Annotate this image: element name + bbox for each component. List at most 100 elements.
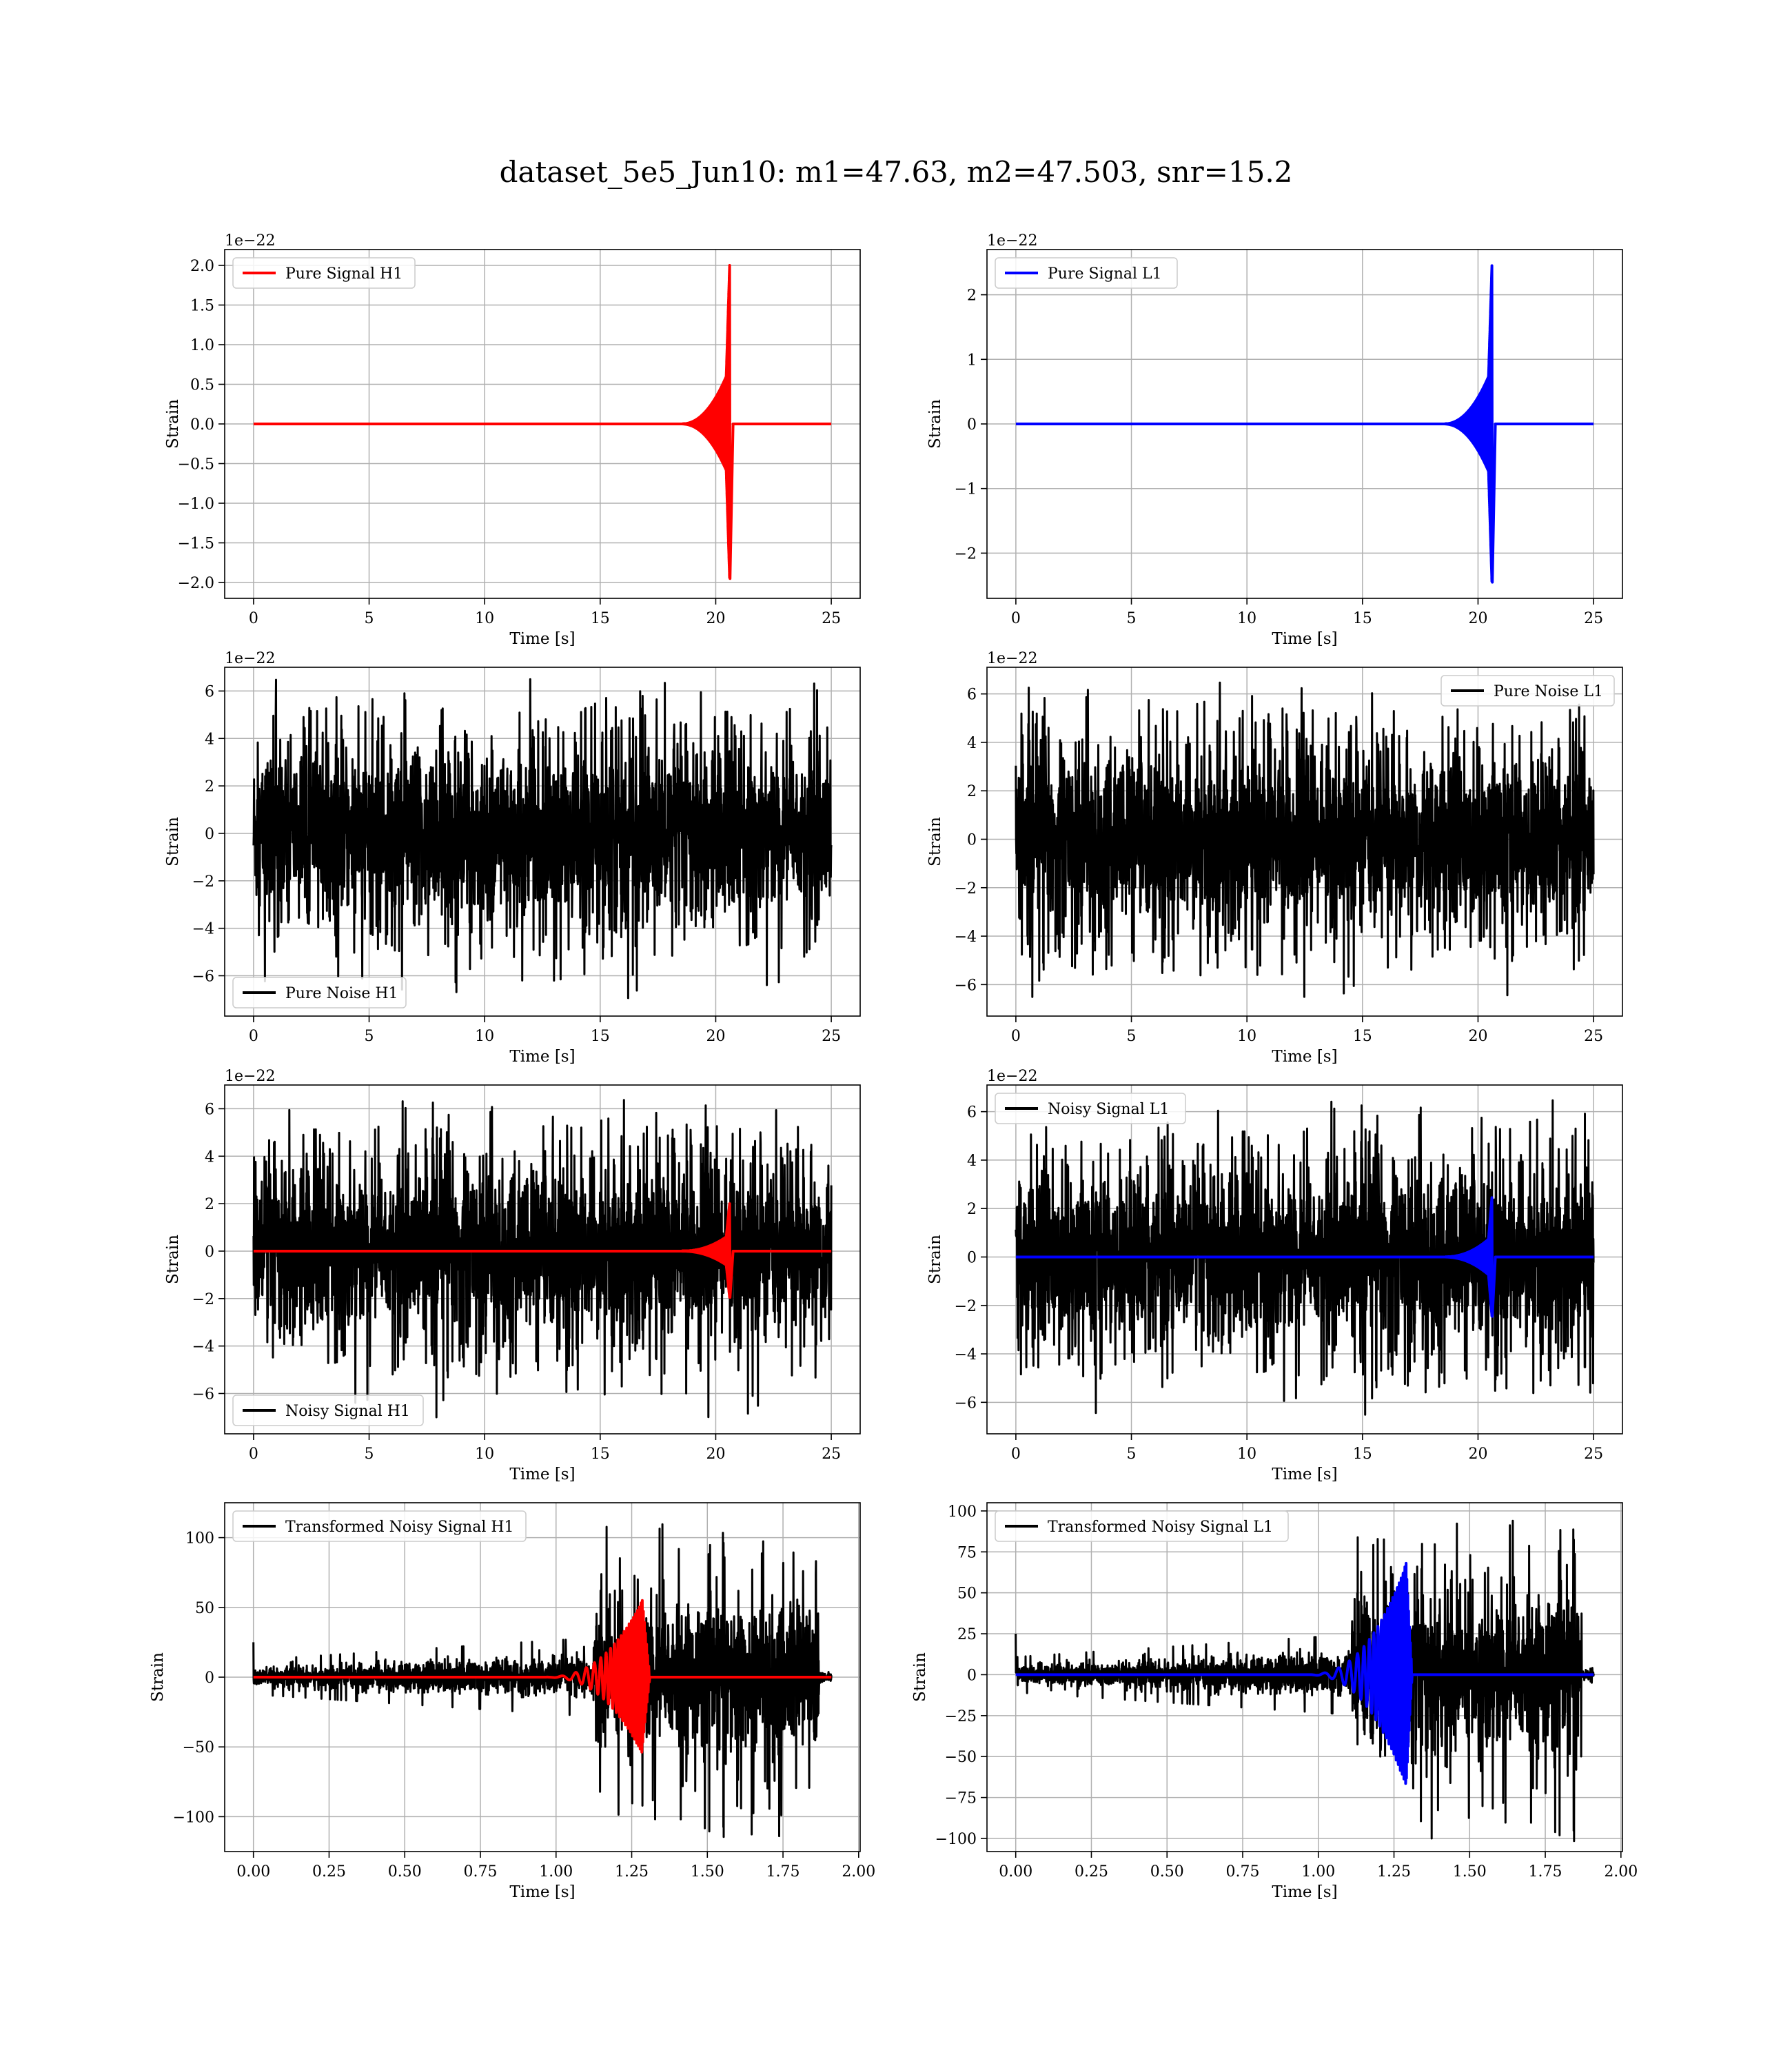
y-tick-label: 4 <box>205 1148 214 1166</box>
x-tick-label: 5 <box>1127 1028 1137 1045</box>
x-tick-label: 1.50 <box>1453 1863 1487 1881</box>
x-tick-label: 15 <box>1353 1028 1372 1045</box>
axes-frame <box>986 1084 1623 1435</box>
y-tick-label: −2 <box>192 873 214 891</box>
x-tick-label: 25 <box>1584 1446 1603 1463</box>
y-tick-label: 0.5 <box>190 377 214 394</box>
legend: Pure Signal L1 <box>995 257 1178 289</box>
y-tick-label: 100 <box>185 1530 214 1548</box>
x-axis-label: Time [s] <box>1272 1466 1337 1483</box>
y-tick-label: −75 <box>945 1790 977 1807</box>
x-axis-label: Time [s] <box>509 1466 575 1483</box>
y-tick-label: 50 <box>195 1600 214 1617</box>
x-tick-label: 20 <box>1468 610 1487 627</box>
x-tick-label: 10 <box>1237 1446 1256 1463</box>
legend-label: Pure Noise L1 <box>1494 683 1603 700</box>
x-tick-label: 25 <box>822 1446 841 1463</box>
plot-area <box>252 1523 833 1838</box>
plot-area <box>1015 264 1594 584</box>
y-tick-label: 6 <box>205 683 214 700</box>
y-tick-label: 2 <box>205 1196 214 1213</box>
y-tick-label: −4 <box>192 921 214 938</box>
chart-transformed_noisy_signal_h1: 0.00 0.25 0.50 0.75 1.00 1.25 1.50 1.75 2.00 100 5… <box>149 1502 875 1901</box>
y-tick-label: 0 <box>205 1670 214 1687</box>
y-tick-label: 0 <box>205 1244 214 1261</box>
offset-text: 1e−22 <box>987 1068 1037 1085</box>
axes-frame <box>986 1502 1623 1852</box>
x-tick-label: 5 <box>365 1446 374 1463</box>
y-tick-label: −0.5 <box>178 456 214 474</box>
x-tick-label: 15 <box>591 610 610 627</box>
x-axis-label: Time [s] <box>1272 630 1337 648</box>
y-tick-label: 6 <box>205 1101 214 1118</box>
x-tick-label: 2.00 <box>1604 1863 1638 1881</box>
x-tick-label: 0.75 <box>1226 1863 1260 1881</box>
y-tick-label: −100 <box>173 1809 214 1826</box>
y-tick-label: 50 <box>957 1585 977 1603</box>
y-tick-label: −6 <box>955 977 977 994</box>
y-axis-label: Strain <box>926 399 944 449</box>
y-tick-label: −6 <box>192 968 214 985</box>
series-line <box>252 1523 833 1838</box>
x-tick-label: 1.00 <box>1301 1863 1335 1881</box>
y-axis-label: Strain <box>164 1235 182 1284</box>
x-tick-label: 15 <box>591 1028 610 1045</box>
legend-box <box>232 1395 424 1426</box>
x-tick-label: 0.00 <box>236 1863 270 1881</box>
plot-area <box>252 678 833 1000</box>
y-tick-label: 25 <box>957 1626 977 1643</box>
y-tick-label: 2 <box>967 1201 977 1218</box>
legend: Transformed Noisy Signal L1 <box>995 1510 1289 1542</box>
series-line <box>1015 1099 1595 1416</box>
x-tick-label: 1.25 <box>615 1863 649 1881</box>
legend-box <box>232 977 407 1008</box>
legend-box <box>995 1510 1289 1542</box>
offset-text: 1e−22 <box>225 1068 275 1085</box>
x-tick-label: 25 <box>1584 610 1603 627</box>
y-tick-label: −4 <box>955 929 977 946</box>
x-tick-label: 10 <box>475 610 494 627</box>
y-axis-label: Strain <box>164 817 182 866</box>
axes-frame <box>224 667 861 1017</box>
y-axis-label: Strain <box>164 399 182 449</box>
x-tick-label: 20 <box>706 1028 725 1045</box>
y-tick-label: −1 <box>955 481 977 498</box>
legend-box <box>232 1510 527 1542</box>
legend-box <box>232 257 416 289</box>
legend-box <box>995 1093 1186 1124</box>
x-tick-label: 0 <box>249 1028 258 1045</box>
x-tick-label: 10 <box>475 1028 494 1045</box>
y-tick-label: −50 <box>945 1749 977 1766</box>
y-tick-label: −4 <box>955 1346 977 1364</box>
y-tick-label: 0 <box>205 826 214 843</box>
x-tick-label: 25 <box>1584 1028 1603 1045</box>
series-line <box>1015 264 1594 584</box>
y-tick-label: 2 <box>205 778 214 795</box>
legend: Transformed Noisy Signal H1 <box>232 1510 527 1542</box>
series-line <box>253 1202 832 1299</box>
x-tick-label: 20 <box>706 1446 725 1463</box>
plot-area <box>1015 681 1595 998</box>
legend-label: Pure Signal L1 <box>1048 265 1162 283</box>
legend: Pure Noise L1 <box>1440 675 1615 707</box>
plot-area <box>1015 1519 1595 1843</box>
x-tick-label: 10 <box>1237 610 1256 627</box>
x-tick-label: 15 <box>1353 610 1372 627</box>
y-tick-label: 6 <box>967 687 977 704</box>
y-tick-label: −2 <box>955 1298 977 1315</box>
x-tick-label: 1.75 <box>1529 1863 1562 1881</box>
offset-text: 1e−22 <box>987 650 1037 667</box>
legend-label: Transformed Noisy Signal L1 <box>1048 1519 1273 1536</box>
x-tick-label: 20 <box>1468 1446 1487 1463</box>
plot-area <box>1015 1099 1595 1416</box>
x-tick-label: 20 <box>706 610 725 627</box>
y-tick-label: 0 <box>967 1667 977 1684</box>
x-tick-label: 10 <box>475 1446 494 1463</box>
x-axis-label: Time [s] <box>509 1883 575 1901</box>
y-tick-label: −1.5 <box>178 536 214 553</box>
x-tick-label: 1.00 <box>539 1863 573 1881</box>
